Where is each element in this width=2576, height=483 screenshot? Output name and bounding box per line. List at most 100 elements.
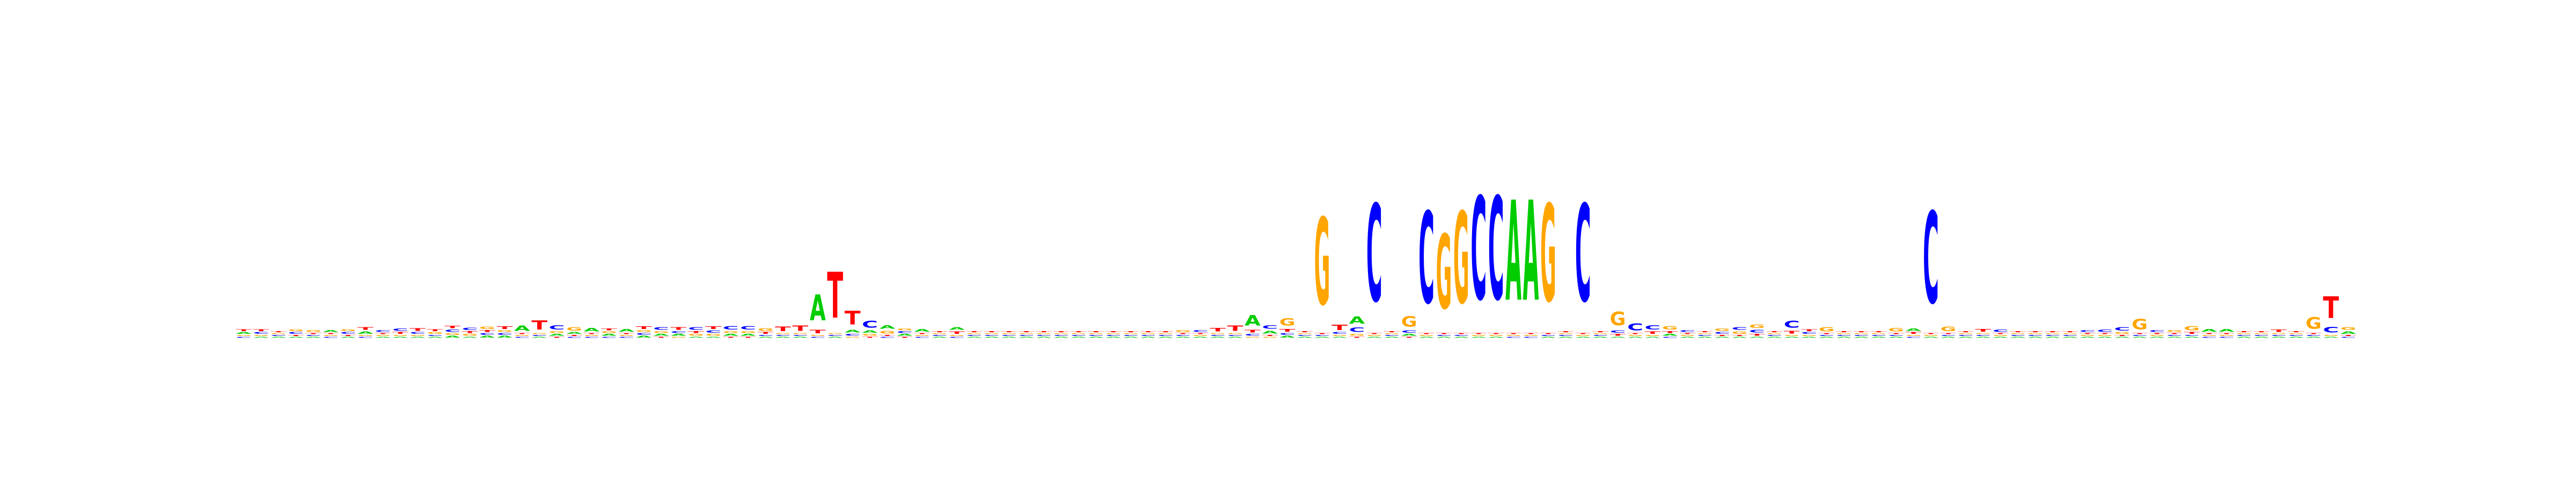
nucleotide-g: G [2201, 334, 2218, 336]
nucleotide-g: G [2323, 334, 2339, 336]
nucleotide-t: T [636, 325, 653, 330]
nucleotide-g: G [984, 333, 1000, 334]
nucleotide-t: T [1297, 331, 1313, 332]
nucleotide-a: A [914, 328, 931, 333]
nucleotide-t: T [2114, 334, 2131, 336]
nucleotide-t: T [810, 329, 826, 334]
nucleotide-c: C [914, 336, 930, 338]
nucleotide-c: C [1958, 334, 1974, 336]
nucleotide-t: T [1071, 331, 1087, 332]
nucleotide-a: A [1384, 336, 1400, 338]
nucleotide-c: C [1036, 334, 1052, 336]
nucleotide-t: T [1106, 331, 1122, 332]
nucleotide-c: C [1384, 334, 1400, 336]
nucleotide-a: A [1766, 336, 1782, 338]
nucleotide-t: T [2288, 331, 2304, 332]
nucleotide-c: C [462, 327, 478, 331]
nucleotide-c: C [357, 336, 374, 338]
nucleotide-a: A [2149, 336, 2165, 338]
nucleotide-g: G [462, 334, 478, 336]
nucleotide-g: G [688, 334, 704, 336]
nucleotide-t: T [601, 328, 618, 331]
nucleotide-c: C [653, 326, 669, 331]
nucleotide-a: A [1106, 336, 1122, 338]
nucleotide-t: T [984, 331, 1000, 332]
nucleotide-c: C [2236, 334, 2252, 336]
nucleotide-a: A [1366, 336, 1382, 338]
nucleotide-c: C [723, 325, 739, 331]
nucleotide-a: A [2306, 336, 2322, 338]
nucleotide-a: A [1749, 336, 1765, 338]
nucleotide-c: C [1314, 334, 1330, 336]
nucleotide-a: A [496, 335, 513, 338]
nucleotide-c: C [2010, 334, 2026, 336]
nucleotide-c: C [1697, 334, 1713, 336]
nucleotide-a: A [1714, 336, 1730, 338]
nucleotide-c: C [897, 331, 913, 333]
nucleotide-t: T [1819, 333, 1835, 334]
nucleotide-a: A [2132, 336, 2148, 338]
nucleotide-t: T [2167, 333, 2183, 334]
nucleotide-c: C [1993, 329, 2009, 333]
nucleotide-a: A [2080, 336, 2096, 338]
nucleotide-t: T [1853, 331, 1869, 332]
nucleotide-g: G [549, 331, 565, 333]
nucleotide-a: A [723, 334, 740, 336]
nucleotide-c: C [288, 332, 304, 334]
logo-stacks: CGATAGCTACGTATCGACTGCGTAATCGCGATAGTCAGTC… [236, 168, 2357, 338]
nucleotide-t: T [305, 333, 321, 334]
nucleotide-a: A [827, 336, 843, 338]
nucleotide-c: C [984, 334, 1000, 336]
nucleotide-c: C [1088, 334, 1104, 336]
nucleotide-g: G [357, 334, 374, 336]
nucleotide-c: C [1575, 177, 1591, 332]
nucleotide-t: T [375, 333, 391, 334]
nucleotide-c: C [1940, 334, 1956, 336]
nucleotide-a: A [1871, 336, 1887, 338]
nucleotide-c: C [583, 336, 599, 338]
nucleotide-t: T [1958, 331, 1974, 332]
nucleotide-t: T [862, 336, 878, 338]
nucleotide-a: A [1088, 336, 1104, 338]
nucleotide-c: C [932, 334, 948, 336]
nucleotide-c: C [479, 333, 495, 335]
nucleotide-a: A [2062, 336, 2078, 338]
nucleotide-g: G [1470, 334, 1487, 336]
nucleotide-g: G [1975, 333, 1991, 334]
nucleotide-a: A [1331, 336, 1348, 338]
nucleotide-a: A [1975, 336, 1991, 338]
nucleotide-a: A [2097, 336, 2113, 338]
nucleotide-g: G [1401, 314, 1417, 330]
nucleotide-c: C [1297, 334, 1313, 336]
nucleotide-t: T [1592, 331, 1608, 332]
nucleotide-c: C [636, 333, 652, 335]
nucleotide-g: G [1158, 333, 1174, 334]
nucleotide-t: T [1784, 330, 1801, 334]
nucleotide-a: A [1314, 336, 1330, 338]
nucleotide-c: C [496, 333, 513, 335]
nucleotide-a: A [2028, 336, 2044, 338]
nucleotide-g: G [758, 327, 774, 332]
nucleotide-g: G [1175, 330, 1191, 333]
nucleotide-c: C [549, 325, 565, 331]
